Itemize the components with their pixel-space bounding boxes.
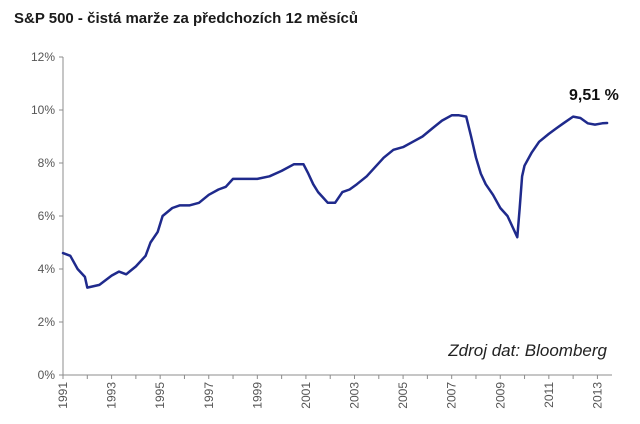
y-tick-label: 0% [38,368,56,382]
x-tick-label: 1991 [56,382,70,409]
x-tick-label: 2001 [299,382,313,409]
x-tick-label: 1993 [105,382,119,409]
x-tick-label: 1995 [153,382,167,409]
x-tick-label: 2011 [542,382,556,408]
y-tick-label: 6% [38,209,56,223]
y-tick-label: 8% [38,156,56,170]
x-tick-label: 1999 [250,382,264,409]
x-tick-label: 2013 [590,382,604,409]
last-value-annotation: 9,51 % [569,87,619,104]
x-tick-label: 2005 [396,382,410,409]
y-tick-label: 4% [38,262,56,276]
x-tick-label: 2007 [445,382,459,409]
y-tick-label: 12% [31,50,55,64]
y-tick-label: 10% [31,103,55,117]
source-annotation: Zdroj dat: Bloomberg [447,341,607,360]
x-tick-label: 2009 [493,382,507,409]
series-line [61,114,609,289]
x-tick-label: 2003 [348,382,362,409]
chart-title: S&P 500 - čistá marže za předchozích 12 … [14,10,359,27]
x-tick-label: 1997 [202,382,216,409]
y-tick-label: 2% [38,315,56,329]
